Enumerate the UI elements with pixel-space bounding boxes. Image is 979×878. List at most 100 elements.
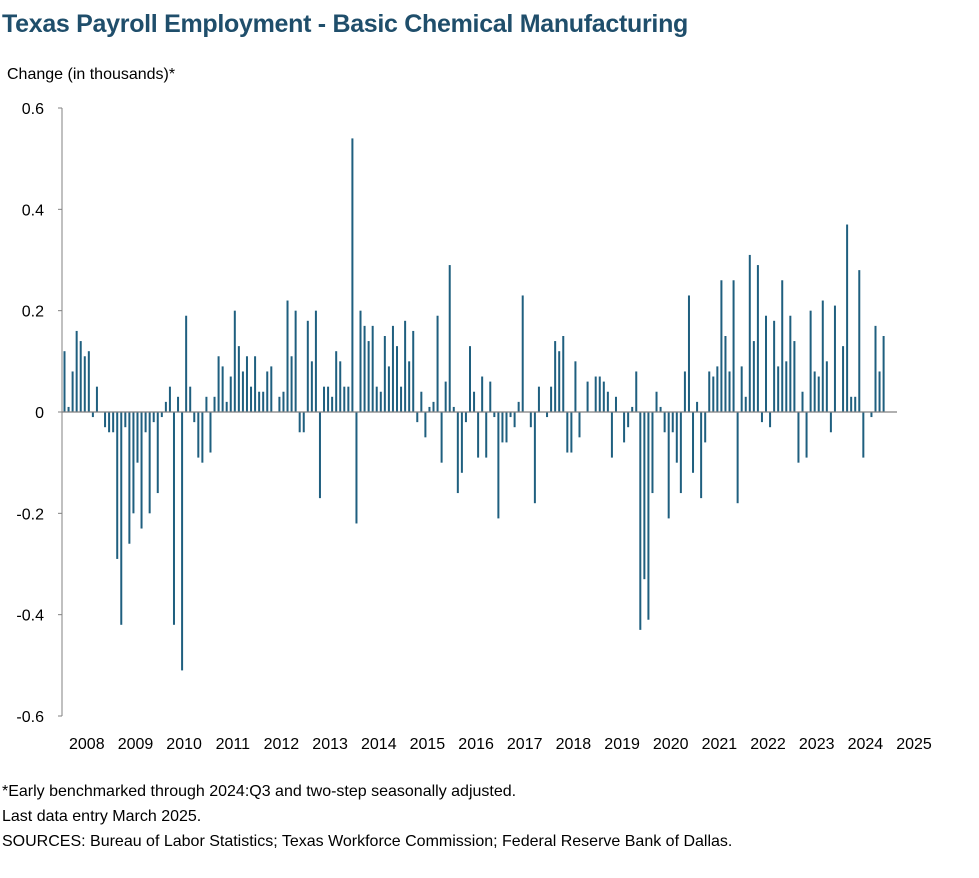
bar <box>205 396 208 412</box>
y-tick-label: -0.2 <box>16 506 44 523</box>
bar <box>521 295 524 412</box>
bar <box>79 341 82 412</box>
bar <box>391 325 394 412</box>
bar <box>266 371 269 412</box>
bar <box>537 386 540 412</box>
bar <box>63 351 66 412</box>
bar <box>444 381 447 412</box>
x-tick-label: 2012 <box>264 736 300 753</box>
bar <box>351 138 354 412</box>
bar <box>874 325 877 412</box>
bar <box>842 346 845 412</box>
bar <box>793 341 796 412</box>
bar <box>777 366 780 412</box>
bar <box>671 412 674 433</box>
bar <box>809 310 812 412</box>
bar <box>846 224 849 412</box>
bar <box>379 391 382 412</box>
bar <box>732 280 735 412</box>
bar <box>331 396 334 412</box>
bar <box>639 412 642 630</box>
bar <box>241 371 244 412</box>
bar <box>696 401 699 412</box>
bar <box>756 265 759 412</box>
bar <box>112 412 115 433</box>
bar <box>675 412 678 463</box>
bar <box>586 381 589 412</box>
bar <box>460 412 463 473</box>
bar <box>359 310 362 412</box>
bar <box>744 396 747 412</box>
bar <box>128 412 131 544</box>
bar-series <box>63 138 885 671</box>
bar <box>160 412 163 418</box>
x-tick-label: 2018 <box>556 736 592 753</box>
bar <box>610 412 613 458</box>
bar <box>132 412 135 514</box>
bar <box>396 346 399 412</box>
bar <box>323 386 326 412</box>
y-axis-label: Change (in thousands)* <box>7 66 176 83</box>
x-tick-label: 2017 <box>507 736 543 753</box>
bar <box>773 320 776 412</box>
bar <box>371 325 374 412</box>
bar <box>509 412 512 418</box>
bar <box>829 412 832 433</box>
bar <box>631 406 634 412</box>
bar <box>485 412 488 458</box>
bar <box>862 412 865 458</box>
x-tick-label: 2023 <box>799 736 835 753</box>
footnote-sources: SOURCES: Bureau of Labor Statistics; Tex… <box>2 833 733 850</box>
bar <box>290 356 293 412</box>
bar <box>716 366 719 412</box>
bar <box>286 300 289 412</box>
bar <box>185 315 188 412</box>
bar <box>505 412 508 443</box>
bar <box>473 391 476 412</box>
bar <box>760 412 763 423</box>
bar <box>728 371 731 412</box>
bar <box>197 412 200 458</box>
bar-chart: 0.60.40.20-0.2-0.4-0.6 2008 2009 2010 2011 2… <box>16 101 931 753</box>
bar <box>310 361 313 412</box>
bar <box>817 376 820 412</box>
bar <box>627 412 630 428</box>
bar <box>452 406 455 412</box>
bar <box>651 412 654 494</box>
bar <box>120 412 123 625</box>
bar <box>383 336 386 412</box>
bar <box>314 310 317 412</box>
bar <box>578 412 581 438</box>
bar <box>602 381 605 412</box>
bar <box>469 346 471 412</box>
bar <box>181 412 184 671</box>
bar <box>339 361 342 412</box>
bar <box>104 412 107 428</box>
x-tick-label: 2010 <box>166 736 202 753</box>
x-tick-label: 2016 <box>458 736 494 753</box>
bar <box>456 412 459 494</box>
bar <box>363 325 366 412</box>
bar <box>562 336 565 412</box>
bar <box>116 412 119 559</box>
bar <box>550 386 553 412</box>
bar <box>785 361 788 412</box>
bar <box>375 386 378 412</box>
bar <box>318 412 321 499</box>
bar <box>436 315 439 412</box>
bar <box>574 361 577 412</box>
bar <box>529 412 532 428</box>
x-tick-label: 2013 <box>312 736 348 753</box>
x-tick-label: 2008 <box>69 736 105 753</box>
bar <box>221 366 224 412</box>
bar <box>144 412 147 433</box>
bar <box>233 310 236 412</box>
bar <box>781 280 784 412</box>
bar <box>623 412 626 443</box>
bar <box>708 371 711 412</box>
bar <box>566 412 569 453</box>
bar <box>254 356 257 412</box>
bar <box>813 371 816 412</box>
bar <box>825 361 828 412</box>
x-tick-label: 2021 <box>702 736 738 753</box>
